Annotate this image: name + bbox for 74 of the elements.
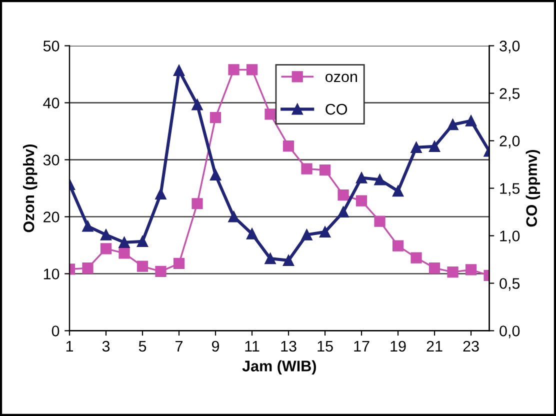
legend-label: CO: [326, 104, 348, 115]
x-tick-label: 19: [390, 340, 406, 352]
point: [301, 163, 312, 174]
point: [246, 64, 258, 76]
point: [356, 172, 368, 184]
point: [173, 258, 185, 270]
point: [338, 206, 349, 218]
point: [264, 108, 276, 120]
x-tick-label: 5: [138, 341, 146, 352]
point: [82, 220, 94, 232]
point: [264, 252, 276, 264]
point: [136, 260, 148, 272]
point: [192, 99, 203, 110]
y-tick-label: 40: [43, 98, 60, 108]
point: [410, 252, 422, 264]
point: [447, 266, 458, 278]
point: [447, 119, 458, 130]
point: [410, 142, 422, 153]
y2-tick-label: 2,5: [500, 88, 520, 101]
point: [428, 140, 440, 152]
point: [192, 198, 203, 210]
x-tick-label: 9: [212, 340, 220, 352]
point: [155, 266, 166, 278]
y-tick-label: 0: [52, 326, 60, 336]
y-axis-title: Ozon (ppbv): [22, 144, 38, 232]
y2-axis-title: CO (ppmv): [526, 150, 540, 227]
point: [392, 186, 404, 197]
x-tick-label: 21: [426, 340, 442, 352]
point: [282, 140, 294, 152]
x-tick-label: 23: [463, 340, 479, 352]
point: [465, 264, 477, 276]
y-tick-label: 20: [44, 212, 60, 222]
x-tick-label: 11: [245, 341, 260, 352]
y-tick-label: 30: [43, 154, 60, 166]
point: [246, 228, 258, 240]
point: [338, 190, 349, 201]
point: [173, 64, 185, 76]
point: [100, 243, 112, 254]
x-tick-label: 7: [176, 341, 182, 352]
x-tick-label: 13: [281, 340, 296, 352]
point: [356, 195, 368, 206]
point: [319, 226, 331, 238]
y2-tick-label: 1,5: [500, 183, 520, 196]
point: [374, 174, 386, 186]
y2-tick-label: 2,0: [500, 136, 520, 148]
point: [228, 211, 240, 222]
point: [228, 64, 240, 76]
x-tick-label: 3: [102, 340, 110, 352]
point: [374, 216, 386, 227]
x-tick-label: 1: [66, 341, 74, 352]
point: [301, 229, 312, 240]
point: [210, 112, 222, 124]
x-tick-label: 17: [354, 341, 370, 352]
x-axis-title: Jam (WIB): [242, 360, 316, 374]
x-tick-label: 15: [318, 341, 333, 352]
point: [465, 115, 477, 126]
y2-tick-label: 0,5: [500, 278, 520, 291]
point: [392, 240, 404, 252]
point: [210, 169, 222, 180]
point: [428, 262, 440, 274]
point: [82, 262, 94, 274]
point: [155, 188, 166, 200]
y2-tick-label: 0,0: [500, 326, 520, 338]
y2-tick-label: 3,0: [500, 40, 520, 54]
legend-label: ozon: [326, 74, 358, 82]
point: [282, 254, 294, 266]
point: [319, 164, 331, 176]
point: [100, 229, 112, 240]
point: [136, 236, 148, 247]
point: [118, 248, 130, 259]
y-tick-label: 10: [44, 268, 60, 280]
y-tick-label: 50: [43, 40, 60, 52]
y2-tick-label: 1,0: [500, 230, 520, 244]
point: [118, 236, 130, 248]
